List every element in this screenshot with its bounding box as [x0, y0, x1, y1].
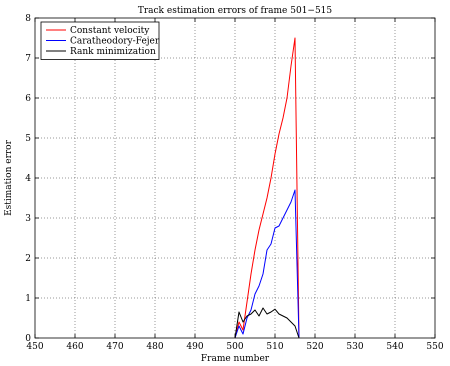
- x-tick-label: 540: [386, 342, 403, 352]
- chart-title: Track estimation errors of frame 501−515: [138, 6, 333, 16]
- y-axis-label: Estimation error: [4, 139, 14, 216]
- y-tick-label: 3: [25, 214, 31, 224]
- x-tick-label: 530: [346, 342, 363, 352]
- series-line-2: [234, 189, 300, 339]
- x-tick-label: 510: [266, 342, 283, 352]
- y-tick-label: 6: [25, 94, 31, 104]
- x-tick-label: 450: [26, 342, 43, 352]
- y-tick-label: 7: [25, 54, 31, 64]
- x-tick-label: 520: [306, 342, 323, 352]
- y-tick-label: 0: [25, 334, 31, 344]
- x-axis-label: Frame number: [201, 354, 270, 364]
- x-tick-label: 470: [106, 342, 123, 352]
- x-tick-label: 460: [66, 342, 83, 352]
- x-tick-label: 550: [426, 342, 443, 352]
- y-tick-label: 8: [25, 14, 31, 24]
- series-layer: [234, 37, 300, 339]
- y-tick-label: 5: [25, 134, 31, 144]
- y-tick-label: 4: [25, 174, 31, 184]
- y-tick-label: 2: [25, 254, 31, 264]
- x-tick-label: 490: [186, 342, 203, 352]
- axis-ticks: [34, 17, 436, 339]
- series-line-3: [234, 307, 300, 339]
- legend: Constant velocityCaratheodory-FejerRank …: [40, 21, 160, 60]
- legend-label-2: Caratheodory-Fejer: [70, 37, 160, 47]
- x-tick-label: 480: [146, 342, 163, 352]
- legend-label-1: Constant velocity: [70, 26, 150, 36]
- legend-label-3: Rank minimization: [70, 47, 156, 57]
- x-tick-labels: 450 460 470 480 490 500 510 520 530 540 550: [26, 342, 443, 352]
- x-tick-label: 500: [226, 342, 243, 352]
- y-tick-labels: 0 1 2 3 4 5 6 7 8: [25, 14, 31, 344]
- series-line-1: [234, 37, 300, 339]
- y-tick-label: 1: [25, 294, 31, 304]
